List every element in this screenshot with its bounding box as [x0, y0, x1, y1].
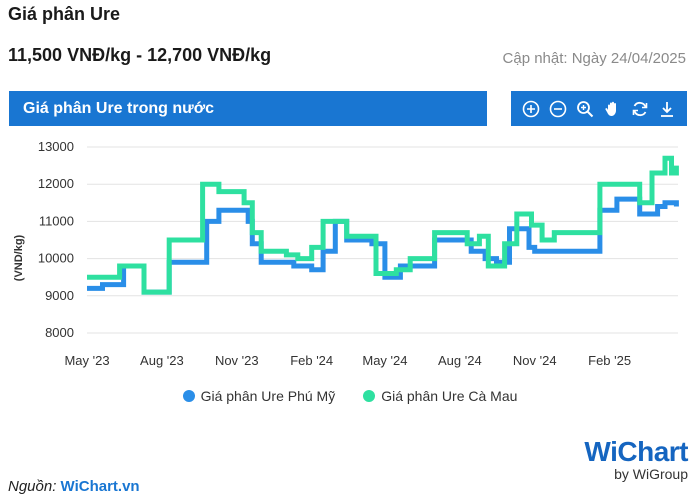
x-tick-label: Nov '23: [215, 353, 259, 368]
x-tick-label: May '24: [362, 353, 407, 368]
zoom-out-icon[interactable]: [547, 98, 569, 120]
series-lines: [87, 155, 679, 295]
legend-item-ca-mau[interactable]: Giá phân Ure Cà Mau: [363, 388, 517, 404]
y-tick-label: 9000: [45, 288, 74, 303]
y-tick-label: 12000: [38, 176, 74, 191]
magnify-icon[interactable]: [574, 98, 596, 120]
line-chart: (VND/kg) 8000 9000 10000 11000 12000 13000 Ma…: [13, 139, 679, 368]
y-tick-label: 11000: [39, 213, 74, 228]
chart-toolbar: [511, 91, 687, 126]
x-tick-labels: May '23 Aug '23 Nov '23 Feb '24 May '24 Aug '…: [64, 353, 631, 368]
panel-title: Giá phân Ure trong nước: [23, 100, 214, 117]
x-tick-label: May '23: [64, 353, 109, 368]
pan-hand-icon[interactable]: [602, 98, 624, 120]
page-title: Giá phân Ure: [8, 4, 121, 24]
logo-byline: by WiGroup: [614, 466, 688, 482]
legend: Giá phân Ure Phú Mỹ Giá phân Ure Cà Mau: [0, 388, 700, 404]
zoom-in-icon[interactable]: [520, 98, 542, 120]
logo-text: WiChart: [584, 436, 688, 467]
legend-label-ca-mau: Giá phân Ure Cà Mau: [381, 388, 518, 404]
updated-date: Cập nhật: Ngày 24/04/2025: [502, 50, 686, 67]
legend-dot-phu-my: [182, 390, 195, 402]
source-link[interactable]: WiChart.vn: [60, 478, 140, 495]
series-line-1: [87, 155, 679, 295]
legend-item-phu-my[interactable]: Giá phân Ure Phú Mỹ: [182, 388, 336, 404]
legend-label-phu-my: Giá phân Ure Phú Mỹ: [200, 388, 336, 404]
price-range: 11,500 VNĐ/kg - 12,700 VNĐ/kg: [8, 45, 272, 65]
x-tick-label: Feb '25: [588, 353, 631, 368]
y-tick-labels: 8000 9000 10000 11000 12000 13000: [38, 139, 74, 340]
download-icon[interactable]: [656, 98, 678, 120]
y-tick-label: 8000: [45, 325, 74, 340]
series-line-0: [87, 196, 679, 295]
y-axis-label: (VND/kg): [13, 234, 25, 281]
x-tick-label: Feb '24: [290, 353, 333, 368]
reset-icon[interactable]: [629, 98, 651, 120]
wichart-logo: WiChart by WiGroup: [584, 436, 688, 482]
source-note: Nguồn: WiChart.vn: [8, 478, 140, 495]
y-tick-label: 13000: [38, 139, 74, 154]
x-tick-label: Aug '24: [438, 353, 482, 368]
x-tick-label: Nov '24: [513, 353, 557, 368]
x-tick-label: Aug '23: [140, 353, 184, 368]
source-label: Nguồn:: [8, 478, 57, 495]
legend-dot-ca-mau: [363, 390, 376, 402]
panel-header: Giá phân Ure trong nước: [9, 91, 487, 126]
y-tick-label: 10000: [38, 251, 74, 266]
